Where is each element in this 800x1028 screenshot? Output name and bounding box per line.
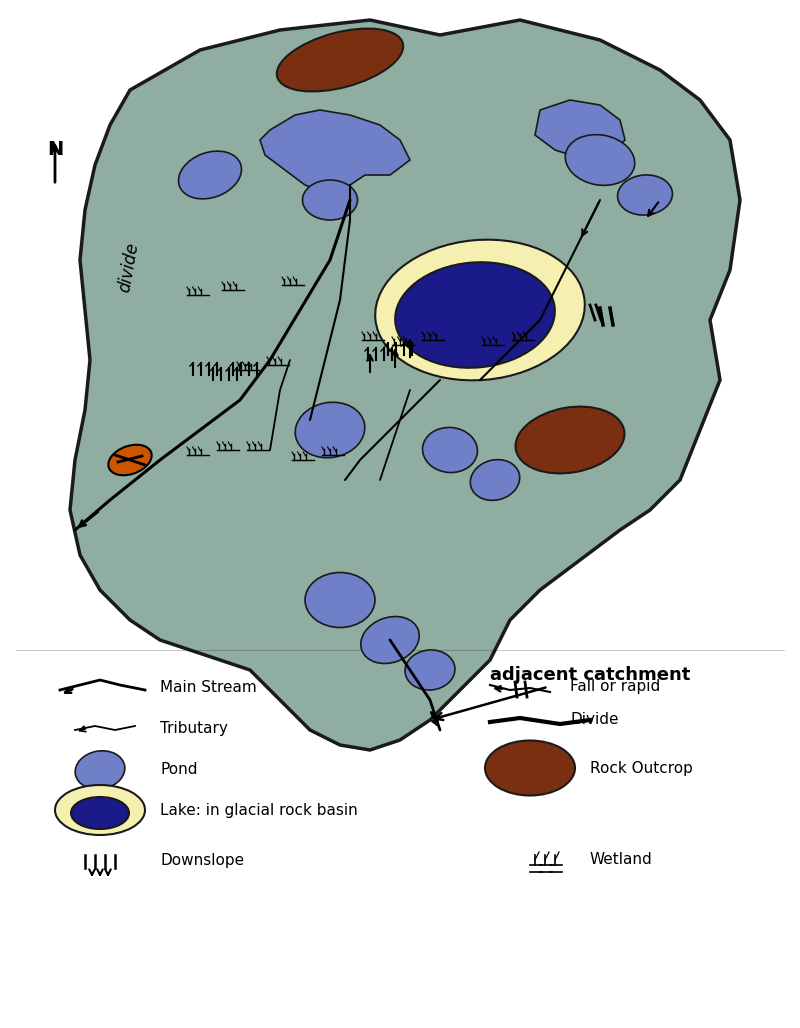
- Ellipse shape: [55, 785, 145, 835]
- Ellipse shape: [515, 407, 625, 474]
- Text: Fall or rapid: Fall or rapid: [570, 678, 660, 694]
- Ellipse shape: [375, 240, 585, 380]
- Ellipse shape: [295, 402, 365, 457]
- Ellipse shape: [361, 617, 419, 663]
- Text: Pond: Pond: [160, 763, 198, 777]
- Polygon shape: [535, 100, 625, 158]
- Ellipse shape: [302, 180, 358, 220]
- Ellipse shape: [71, 797, 129, 829]
- Text: Wetland: Wetland: [590, 852, 653, 868]
- Polygon shape: [70, 20, 740, 750]
- Text: N: N: [47, 140, 63, 159]
- Ellipse shape: [485, 740, 575, 796]
- Ellipse shape: [618, 175, 673, 215]
- Text: Tributary: Tributary: [160, 721, 228, 735]
- Ellipse shape: [108, 445, 152, 475]
- Polygon shape: [260, 110, 410, 195]
- Text: Lake: in glacial rock basin: Lake: in glacial rock basin: [160, 803, 358, 817]
- Text: Main Stream: Main Stream: [160, 681, 257, 696]
- Ellipse shape: [470, 460, 520, 501]
- Text: adjacent catchment: adjacent catchment: [435, 666, 690, 720]
- Ellipse shape: [277, 29, 403, 91]
- Ellipse shape: [395, 262, 555, 368]
- Ellipse shape: [405, 650, 455, 690]
- Ellipse shape: [566, 135, 634, 185]
- Ellipse shape: [422, 428, 478, 473]
- Ellipse shape: [178, 151, 242, 198]
- Text: divide: divide: [115, 242, 142, 294]
- Text: Downslope: Downslope: [160, 852, 244, 868]
- Ellipse shape: [75, 750, 125, 790]
- Text: Divide: Divide: [570, 712, 618, 728]
- Ellipse shape: [305, 573, 375, 627]
- Text: Rock Outcrop: Rock Outcrop: [590, 761, 693, 775]
